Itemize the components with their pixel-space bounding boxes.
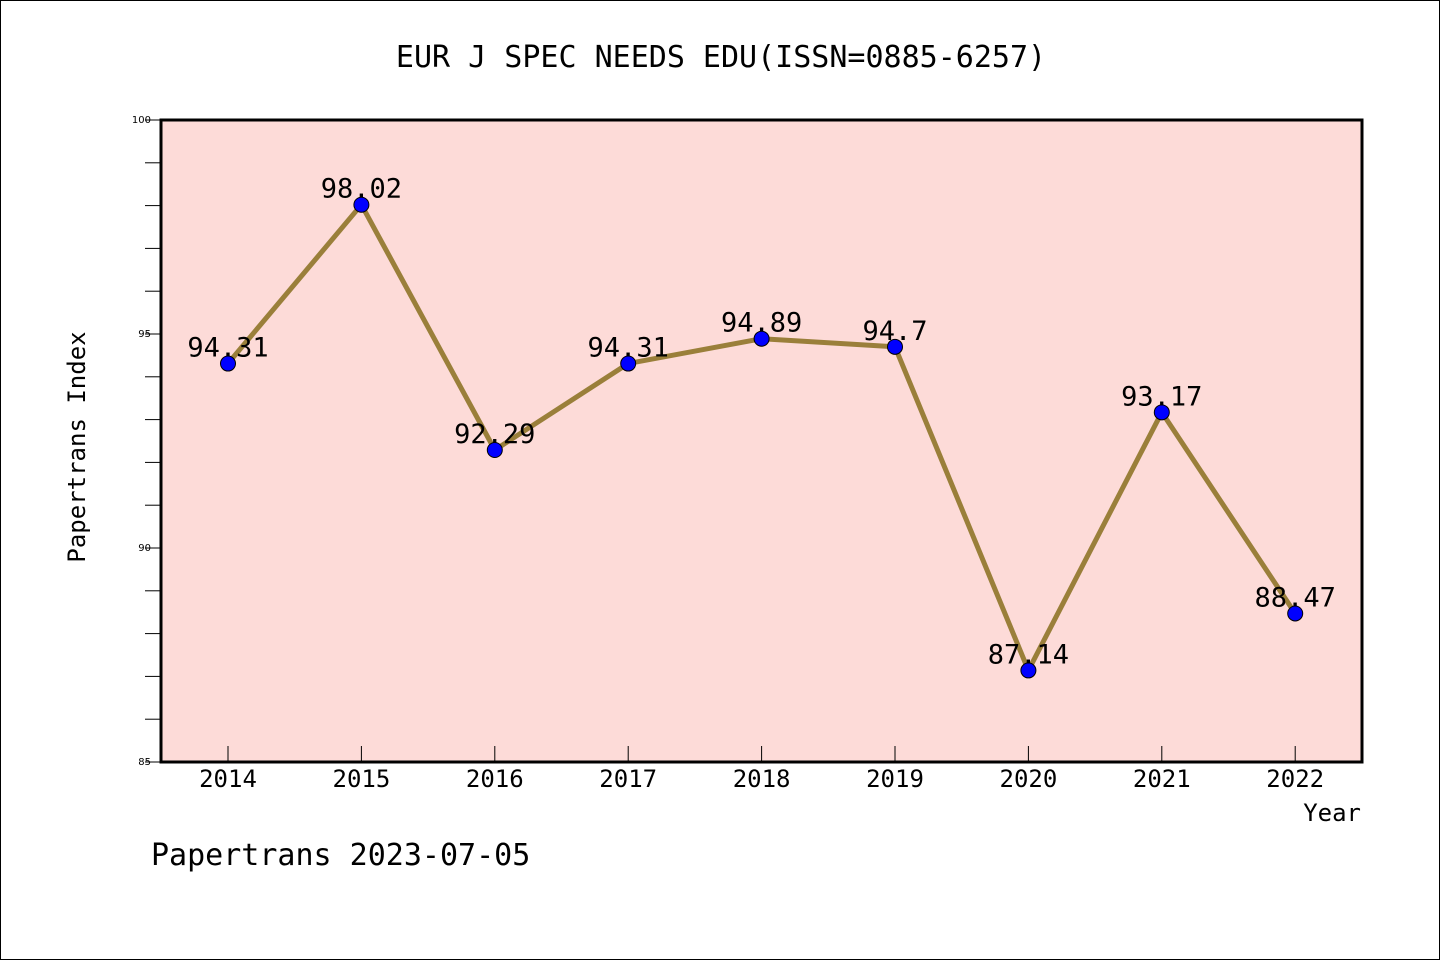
y-axis-label: Papertrans Index [63, 331, 91, 562]
x-tick-label: 2022 [1266, 765, 1324, 793]
footer-date-text: Papertrans 2023-07-05 [151, 838, 530, 873]
data-labels-layer: 94.31 98.02 92.29 94.31 94.89 94.7 87.14 93.17 8… [187, 174, 1335, 671]
data-label-2021: 93.17 [1121, 381, 1202, 412]
x-tick-label: 2015 [333, 765, 391, 793]
y-tick-label: 95 [138, 329, 151, 340]
data-point-2019 [887, 338, 903, 355]
data-point-2022 [1287, 605, 1304, 622]
plot-area [159, 118, 1364, 764]
x-tick-label: 2020 [1000, 765, 1058, 793]
data-label-2015: 98.02 [321, 174, 402, 205]
x-axis-ticks: 2014 2015 2016 2017 2018 2019 2020 2021 2022 [199, 746, 1324, 793]
data-point-2016 [486, 441, 503, 458]
x-tick-label: 2018 [733, 765, 791, 793]
y-tick-label: 100 [132, 115, 151, 126]
y-axis-ticks: 85 90 95 100 [132, 115, 161, 768]
data-point-2014 [220, 355, 236, 372]
x-tick-label: 2016 [466, 765, 524, 793]
x-tick-label: 2014 [199, 765, 257, 793]
data-point-2020 [1020, 662, 1037, 679]
x-tick-label: 2019 [866, 765, 924, 793]
x-tick-label: 2017 [599, 765, 657, 793]
y-tick-label: 90 [138, 543, 151, 554]
chart-title: EUR J SPEC NEEDS EDU(ISSN=0885-6257) [396, 40, 1046, 75]
data-label-2019: 94.7 [862, 316, 927, 347]
data-label-2017: 94.31 [588, 333, 669, 364]
data-point-2017 [620, 355, 637, 372]
x-axis-label: Year [1303, 799, 1361, 827]
data-point-2015 [353, 196, 370, 213]
data-label-2016: 92.29 [454, 419, 535, 450]
data-point-2021 [1153, 404, 1170, 421]
data-label-2014: 94.31 [187, 333, 268, 364]
y-tick-label: 85 [138, 757, 151, 768]
data-label-2020: 87.14 [988, 639, 1069, 670]
data-label-2022: 88.47 [1255, 582, 1336, 613]
x-tick-label: 2021 [1133, 765, 1191, 793]
series-layer [220, 196, 1304, 679]
data-label-2018: 94.89 [721, 308, 802, 339]
data-point-2018 [753, 330, 770, 347]
